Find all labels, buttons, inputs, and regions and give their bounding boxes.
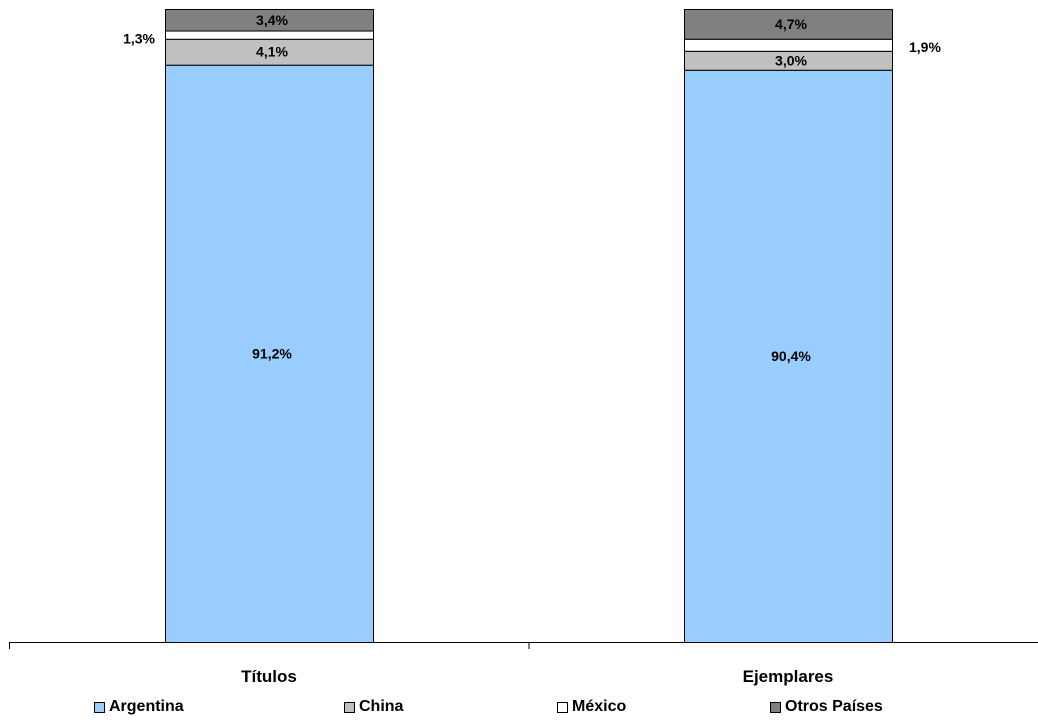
legend: Argentina China México Otros Países xyxy=(0,698,1038,720)
legend-swatch-mexico xyxy=(557,701,568,713)
legend-label-mexico: México xyxy=(572,698,627,715)
data-label-china-titulos: 4,1% xyxy=(256,44,288,60)
data-label-china-ejemplares: 3,0% xyxy=(775,52,807,68)
legend-label-otros-paises: Otros Países xyxy=(785,698,883,715)
legend-item-argentina: Argentina xyxy=(94,698,184,716)
bar-segment-argentina-ejemplares xyxy=(684,69,893,643)
bar-segment-argentina-titulos xyxy=(165,64,374,644)
legend-label-china: China xyxy=(359,698,404,715)
data-label-mexico-titulos: 1,3% xyxy=(123,31,155,47)
legend-swatch-argentina xyxy=(94,701,105,713)
data-label-argentina-titulos: 91,2% xyxy=(252,345,292,361)
legend-item-china: China xyxy=(344,698,403,716)
bar-segment-mexico-titulos xyxy=(165,30,374,40)
data-label-otros-paises-ejemplares: 4,7% xyxy=(775,16,807,32)
data-label-argentina-ejemplares: 90,4% xyxy=(771,348,811,364)
data-label-mexico-ejemplares: 1,9% xyxy=(909,39,941,55)
data-label-otros-paises-titulos: 3,4% xyxy=(256,12,288,28)
x-tick-label-ejemplares: Ejemplares xyxy=(743,667,834,686)
legend-label-argentina: Argentina xyxy=(109,698,184,715)
legend-item-mexico: México xyxy=(557,698,626,716)
legend-swatch-china xyxy=(344,701,355,713)
bar-segment-mexico-ejemplares xyxy=(684,38,893,52)
legend-swatch-otros-paises xyxy=(770,701,781,713)
bar-segment-otros-paises-ejemplares xyxy=(684,9,893,40)
bar-segment-otros-paises-titulos xyxy=(165,9,374,32)
legend-item-otros-paises: Otros Países xyxy=(770,698,883,716)
x-tick-label-titulos: Títulos xyxy=(241,667,297,686)
